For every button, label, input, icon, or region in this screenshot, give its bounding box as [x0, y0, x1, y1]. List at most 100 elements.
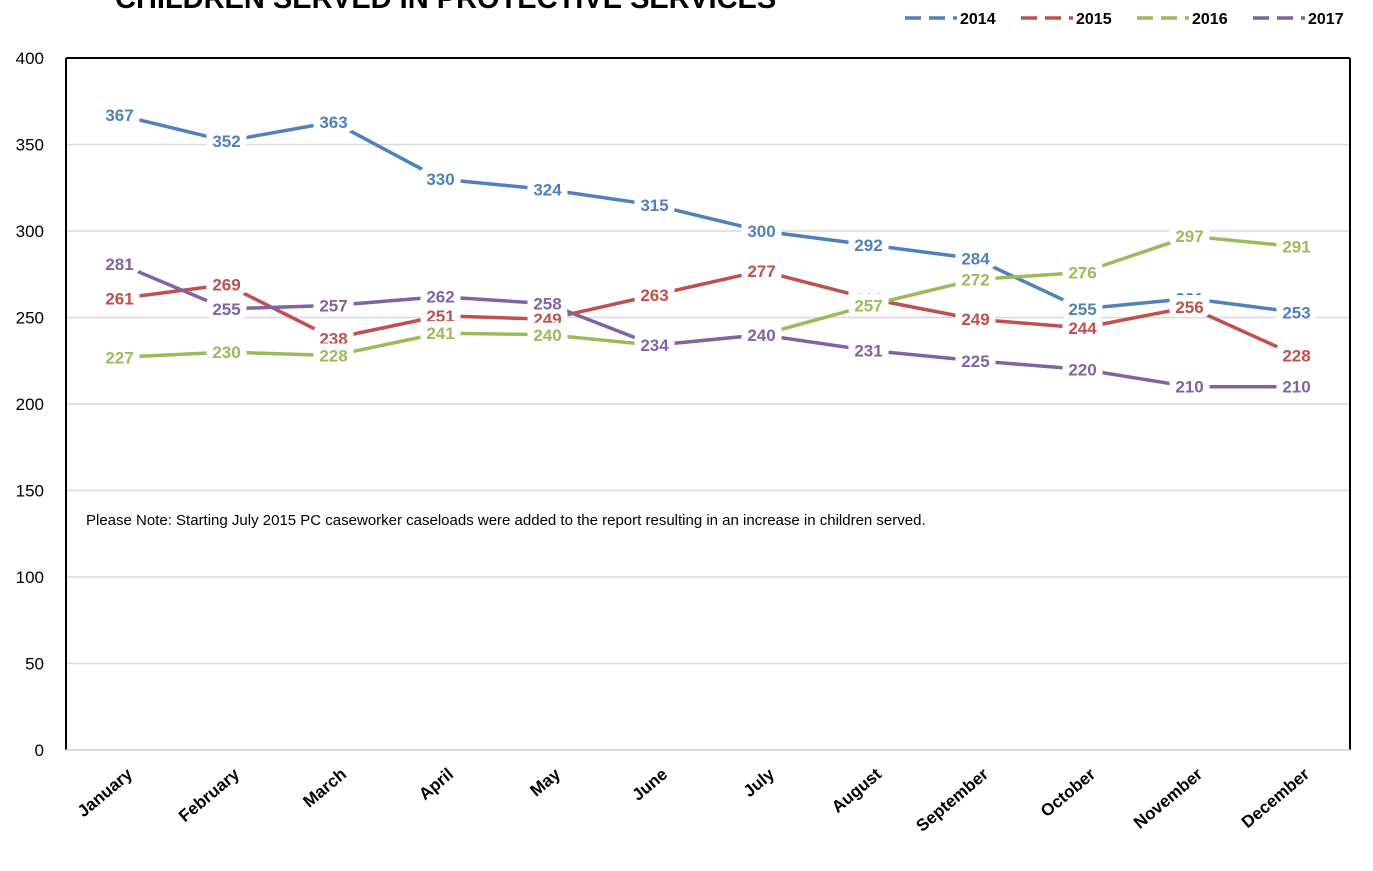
legend-label: 2016 [1192, 11, 1228, 28]
data-label-bg [848, 293, 889, 316]
data-label: 300 [747, 222, 775, 241]
data-label: 255 [212, 300, 240, 319]
data-label: 262 [426, 288, 454, 307]
data-label-bg [955, 348, 996, 371]
data-label-bg [206, 296, 247, 319]
data-label: 220 [1068, 360, 1096, 379]
data-label-bg [1062, 260, 1103, 283]
data-label-bg [313, 326, 354, 349]
legend-label: 2015 [1076, 11, 1112, 28]
x-tick-label: May [527, 764, 565, 800]
data-label-bg [420, 284, 461, 307]
data-label-bg [1062, 296, 1103, 319]
x-tick-label: January [74, 764, 137, 821]
y-tick-label: 300 [16, 222, 44, 241]
x-tick-label: October [1037, 764, 1099, 821]
data-label: 257 [854, 296, 882, 315]
data-label: 240 [747, 326, 775, 345]
data-label-bg [634, 333, 675, 356]
series-line-2015 [119, 269, 1298, 358]
gridlines [66, 143, 1350, 665]
x-tick-label: June [628, 765, 671, 805]
data-label-bg [955, 246, 996, 269]
data-label: 244 [1068, 319, 1097, 338]
x-axis-labels: January February March April May June July Augu… [74, 764, 1313, 835]
x-tick-label: December [1238, 764, 1313, 832]
data-labels: 3673523633303243153002922842552612532612… [99, 103, 1317, 397]
x-tick-label: November [1130, 764, 1206, 832]
data-label: 291 [1282, 238, 1310, 257]
y-tick-label: 200 [16, 395, 44, 414]
data-label: 363 [319, 113, 347, 132]
data-label-bg [741, 322, 782, 345]
data-label: 251 [426, 307, 454, 326]
legend-label: 2014 [960, 11, 996, 28]
data-label: 241 [426, 324, 454, 343]
data-label-bg [1276, 374, 1317, 397]
data-label: 230 [212, 343, 240, 362]
data-label-bg [741, 219, 782, 241]
legend-item-2015: 2015 [1021, 11, 1112, 28]
data-label-bg [420, 167, 461, 190]
data-label-bg [1062, 315, 1103, 338]
data-label: 263 [640, 286, 668, 305]
data-label: 269 [212, 276, 240, 295]
data-label-bg [527, 177, 568, 200]
data-label: 324 [533, 180, 562, 199]
data-label: 297 [1175, 227, 1203, 246]
data-label-bg [955, 307, 996, 330]
data-label: 255 [1068, 300, 1096, 319]
data-label: 240 [533, 326, 561, 345]
data-label-bg [634, 283, 675, 306]
data-label: 256 [1175, 298, 1203, 317]
data-label: 367 [105, 106, 133, 125]
y-axis-ticks: 0 50 100 150 200 250 300 350 400 [16, 49, 44, 760]
data-label: 227 [105, 348, 133, 367]
data-label-bg [1169, 224, 1210, 247]
data-label-bg [420, 321, 461, 344]
data-label-bg [313, 343, 354, 366]
data-label: 253 [1282, 303, 1310, 322]
data-label: 231 [854, 341, 882, 360]
data-label: 281 [105, 255, 133, 274]
data-label-bg [99, 251, 140, 274]
data-label: 238 [319, 329, 347, 348]
data-label: 315 [640, 196, 668, 215]
data-label: 276 [1068, 264, 1096, 283]
data-label: 210 [1282, 378, 1310, 397]
x-tick-label: July [740, 764, 779, 801]
data-label-bg [527, 291, 568, 314]
data-label-bg [99, 103, 140, 126]
data-label-bg [99, 286, 140, 309]
data-label: 258 [533, 295, 561, 314]
legend-item-2016: 2016 [1137, 11, 1228, 28]
data-label-bg [1276, 343, 1317, 366]
data-label: 225 [961, 352, 989, 371]
data-label-bg [99, 345, 140, 368]
data-label-bg [848, 338, 889, 361]
data-label: 210 [1175, 378, 1203, 397]
data-label: 277 [747, 262, 775, 281]
data-label-bg [527, 322, 568, 345]
chart-title: CHILDREN SERVED IN PROTECTIVE SERVICES [115, 0, 776, 16]
data-label: 261 [105, 289, 133, 308]
legend: 2014 2015 2016 2017 [905, 11, 1344, 28]
y-tick-label: 50 [25, 655, 44, 674]
y-tick-label: 400 [16, 49, 44, 68]
data-label-bg [206, 340, 247, 363]
data-label: 352 [212, 132, 240, 151]
x-tick-label: August [828, 764, 885, 816]
data-label-bg [741, 258, 782, 281]
data-label: 272 [961, 270, 989, 289]
data-label: 257 [319, 296, 347, 315]
data-label: 228 [1282, 347, 1310, 366]
data-label-bg [1062, 357, 1103, 380]
x-tick-label: March [299, 765, 350, 812]
data-label: 234 [640, 336, 669, 355]
data-label-bg [1169, 295, 1210, 318]
chart-annotation: Please Note: Starting July 2015 PC casew… [86, 512, 926, 529]
data-label-bg [206, 272, 247, 295]
y-tick-label: 350 [16, 136, 44, 155]
data-label: 330 [426, 170, 454, 189]
data-label: 292 [854, 236, 882, 255]
